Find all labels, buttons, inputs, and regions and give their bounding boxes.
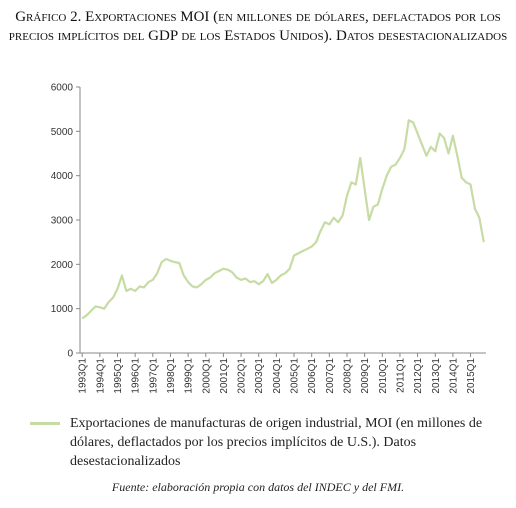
x-tick-label: 2000Q1 (201, 358, 212, 394)
y-tick-label: 2000 (51, 260, 74, 271)
x-tick-label: 2008Q1 (342, 358, 353, 394)
x-tick-label: 2012Q1 (413, 358, 424, 394)
x-tick-label: 2006Q1 (307, 358, 318, 394)
x-tick-label: 2011Q1 (395, 358, 406, 393)
x-tick-label: 1999Q1 (184, 358, 195, 394)
y-tick-label: 0 (67, 349, 73, 360)
x-tick-label: 2001Q1 (219, 358, 230, 394)
x-tick-label: 1996Q1 (131, 358, 142, 394)
y-tick-label: 6000 (51, 83, 74, 94)
y-tick-label: 1000 (51, 304, 74, 315)
legend: Exportaciones de manufacturas de origen … (30, 414, 500, 471)
x-tick-label: 2013Q1 (431, 358, 442, 394)
chart-title: Gráfico 2. Exportaciones MOI (en millone… (8, 9, 508, 44)
x-tick-label: 1994Q1 (95, 358, 106, 394)
x-tick-label: 2005Q1 (290, 358, 301, 394)
y-tick-label: 5000 (51, 127, 74, 138)
x-tick-label: 1998Q1 (166, 358, 177, 394)
x-tick-label: 2003Q1 (254, 358, 265, 394)
y-tick-label: 4000 (51, 171, 74, 182)
x-tick-label: 2015Q1 (466, 358, 477, 394)
y-tick-label: 3000 (51, 216, 74, 227)
data-line (81, 119, 485, 320)
x-tick-label: 2014Q1 (448, 358, 459, 394)
x-tick-label: 2009Q1 (360, 358, 371, 394)
x-tick-label: 2004Q1 (272, 358, 283, 394)
legend-label: Exportaciones de manufacturas de origen … (70, 416, 483, 469)
x-tick-label: 1993Q1 (78, 358, 89, 394)
source-note: Fuente: elaboración propia con datos del… (111, 480, 405, 494)
x-tick-label: 1995Q1 (113, 358, 124, 394)
x-tick-label: 2002Q1 (237, 358, 248, 394)
legend-swatch (30, 422, 60, 425)
x-tick-label: 1997Q1 (148, 358, 159, 394)
x-tick-label: 2007Q1 (325, 358, 336, 394)
x-tick-label: 2010Q1 (378, 358, 389, 394)
